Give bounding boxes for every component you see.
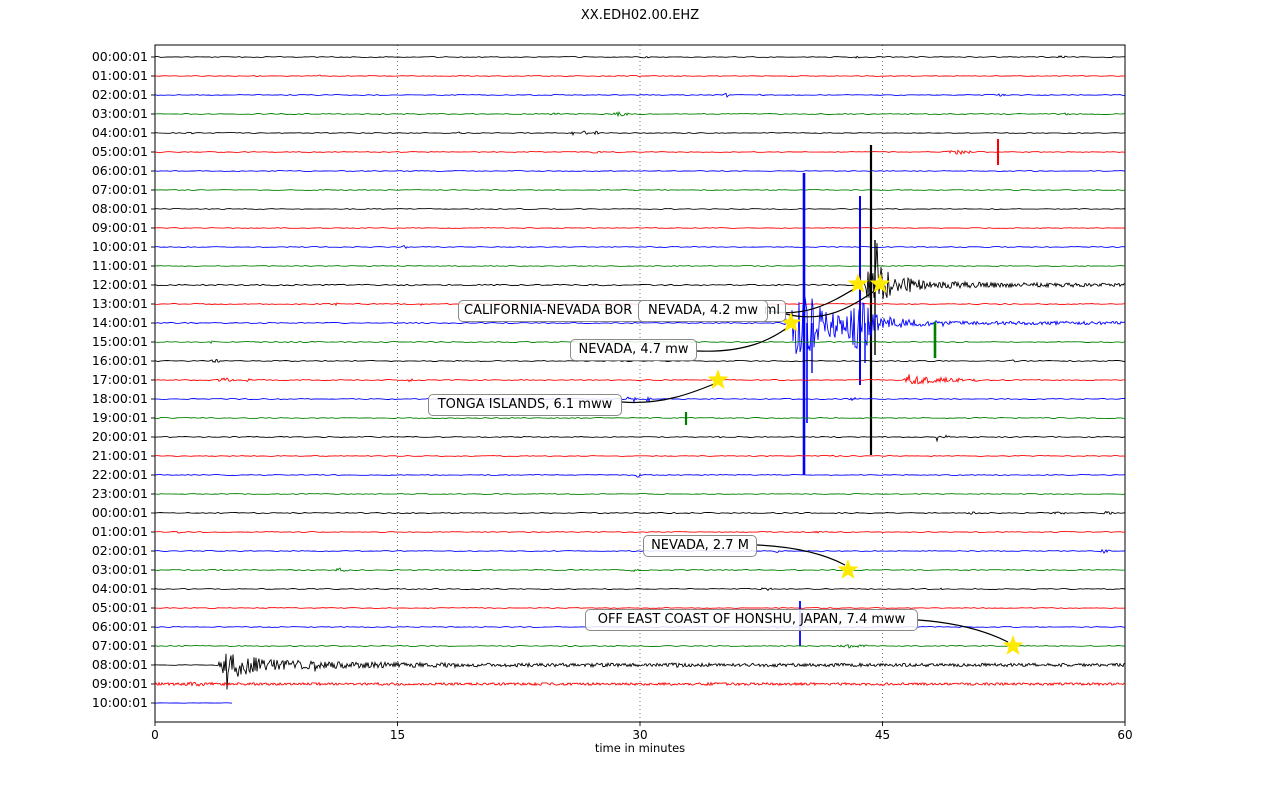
y-axis-label: 09:00:01 xyxy=(91,676,148,691)
trace-row xyxy=(154,265,1126,267)
trace-row xyxy=(154,242,1126,306)
trace-row xyxy=(154,227,1126,229)
y-axis-label: 01:00:01 xyxy=(91,524,148,539)
y-axis-label: 13:00:01 xyxy=(91,296,148,311)
y-axis-label: 04:00:01 xyxy=(91,125,148,140)
y-axis-label: 03:00:01 xyxy=(91,106,148,121)
y-axis-label: 21:00:01 xyxy=(91,448,148,463)
trace-row xyxy=(154,149,1126,156)
trace-row xyxy=(154,417,1126,419)
trace-row xyxy=(154,130,1126,137)
event-star-icon xyxy=(780,312,802,332)
annotation-california-left-text: CALIFORNIA-NEVADA BOR xyxy=(464,303,633,318)
x-axis-label: 15 xyxy=(389,728,406,742)
y-axis-label: 00:00:01 xyxy=(91,505,148,520)
trace-row xyxy=(155,55,1125,59)
trace-row xyxy=(154,643,1126,649)
y-axis-label: 07:00:01 xyxy=(91,638,148,653)
trace-row xyxy=(154,374,1126,385)
y-axis-label: 01:00:01 xyxy=(91,68,148,83)
y-axis-label: 09:00:01 xyxy=(91,220,148,235)
trace-row xyxy=(154,530,1126,534)
trace-row xyxy=(155,245,1126,250)
annotation-leader-line xyxy=(621,383,715,404)
y-axis-label: 06:00:01 xyxy=(91,163,148,178)
annotation-leader-line xyxy=(785,289,877,318)
y-axis-label: 10:00:01 xyxy=(91,695,148,710)
x-axis-title: time in minutes xyxy=(594,741,686,755)
y-axis-label: 23:00:01 xyxy=(91,486,148,501)
trace-row xyxy=(154,681,1126,687)
trace-row xyxy=(154,454,1126,458)
y-axis-label: 20:00:01 xyxy=(91,429,148,444)
x-axis-label: 0 xyxy=(151,728,159,742)
y-axis-label: 05:00:01 xyxy=(91,600,148,615)
y-axis-label: 14:00:01 xyxy=(91,315,148,330)
annotation-honshu-japan: OFF EAST COAST OF HONSHU, JAPAN, 7.4 mww xyxy=(585,609,918,631)
y-axis-label: 11:00:01 xyxy=(91,258,148,273)
y-axis-label: 22:00:01 xyxy=(91,467,148,482)
annotation-leader-line xyxy=(696,327,788,352)
trace-row xyxy=(154,548,1126,554)
y-axis-label: 02:00:01 xyxy=(91,543,148,558)
y-axis-label: 04:00:01 xyxy=(91,581,148,596)
y-axis-label: 03:00:01 xyxy=(91,562,148,577)
trace-row xyxy=(154,607,1126,609)
event-star-icon xyxy=(869,273,891,293)
trace-row xyxy=(154,473,1126,478)
trace-row xyxy=(154,510,1126,515)
trace-row xyxy=(154,434,1126,443)
event-star-icon xyxy=(837,559,859,579)
trace-row xyxy=(154,170,1126,172)
y-axis-label: 19:00:01 xyxy=(91,410,148,425)
trace-row xyxy=(154,208,1126,210)
y-axis-label: 02:00:01 xyxy=(91,87,148,102)
y-axis-label: 06:00:01 xyxy=(91,619,148,634)
trace-row xyxy=(154,111,1126,118)
x-axis-label: 30 xyxy=(632,728,648,742)
y-axis-label: 08:00:01 xyxy=(91,657,148,672)
trace-row xyxy=(154,296,1126,354)
trace-row xyxy=(154,653,1126,690)
x-axis-label: 45 xyxy=(874,728,891,742)
y-axis-label: 16:00:01 xyxy=(91,353,148,368)
event-star-icon xyxy=(847,273,869,293)
y-axis-label: 17:00:01 xyxy=(91,372,148,387)
annotation-nevada-4-7: NEVADA, 4.7 mw xyxy=(570,339,697,361)
annotation-leader-line xyxy=(756,544,846,566)
annotation-nevada-2-7: NEVADA, 2.7 M xyxy=(643,535,757,557)
y-axis-label: 08:00:01 xyxy=(91,201,148,216)
trace-row xyxy=(154,189,1126,191)
y-axis-label: 12:00:01 xyxy=(91,277,148,292)
trace-row xyxy=(154,92,1125,98)
x-axis-label: 60 xyxy=(1117,728,1133,742)
trace-row xyxy=(154,493,1126,496)
chart-title: XX.EDH02.00.EHZ xyxy=(580,8,700,23)
annotation-nevada-4-2: NEVADA, 4.2 mw xyxy=(638,300,768,322)
y-axis-label: 05:00:01 xyxy=(91,144,148,159)
trace-row xyxy=(154,74,1126,78)
trace-row xyxy=(154,567,1126,573)
event-star-icon xyxy=(1002,635,1024,655)
annotation-tonga-islands: TONGA ISLANDS, 6.1 mww xyxy=(428,394,622,416)
annotation-leader-line xyxy=(917,619,1009,643)
y-axis-label: 15:00:01 xyxy=(91,334,148,349)
y-axis-label: 18:00:01 xyxy=(91,391,148,406)
y-axis-label: 00:00:01 xyxy=(91,49,148,64)
event-star-icon xyxy=(707,369,729,389)
y-axis-label: 07:00:01 xyxy=(91,182,148,197)
trace-row xyxy=(154,395,1126,404)
y-axis-label: 10:00:01 xyxy=(91,239,148,254)
trace-row xyxy=(154,587,1126,591)
